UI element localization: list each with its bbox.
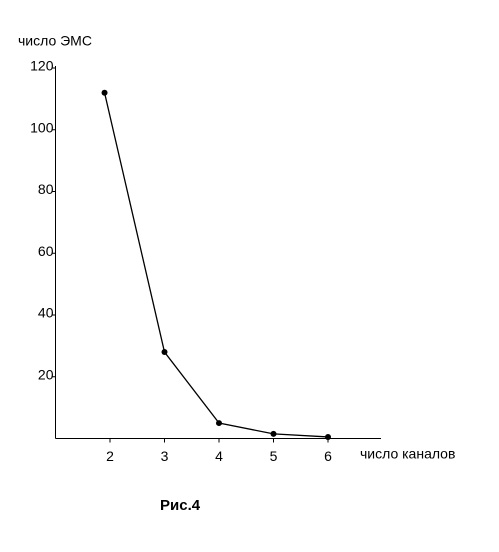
y-axis-label: число ЭМС bbox=[18, 33, 92, 49]
y-tick-label: 20 bbox=[38, 366, 54, 382]
data-point bbox=[161, 349, 168, 356]
x-tick-label: 6 bbox=[324, 448, 332, 464]
x-tick-label: 3 bbox=[161, 448, 169, 464]
data-point bbox=[270, 430, 277, 437]
data-line bbox=[103, 92, 329, 438]
data-point bbox=[325, 433, 331, 440]
y-tick-label: 80 bbox=[38, 181, 54, 197]
data-point bbox=[101, 89, 108, 96]
y-tick-label: 40 bbox=[38, 305, 54, 321]
x-tick-label: 2 bbox=[106, 448, 114, 464]
y-tick-label: 120 bbox=[30, 58, 54, 74]
data-point bbox=[216, 420, 222, 427]
caption: Рис.4 bbox=[160, 497, 201, 514]
y-tick-label: 60 bbox=[38, 243, 54, 259]
y-tick-label: 100 bbox=[30, 119, 54, 135]
x-tick-label: 5 bbox=[270, 448, 278, 464]
x-axis-label: число каналов bbox=[360, 446, 455, 462]
x-tick-label: 4 bbox=[215, 448, 223, 464]
